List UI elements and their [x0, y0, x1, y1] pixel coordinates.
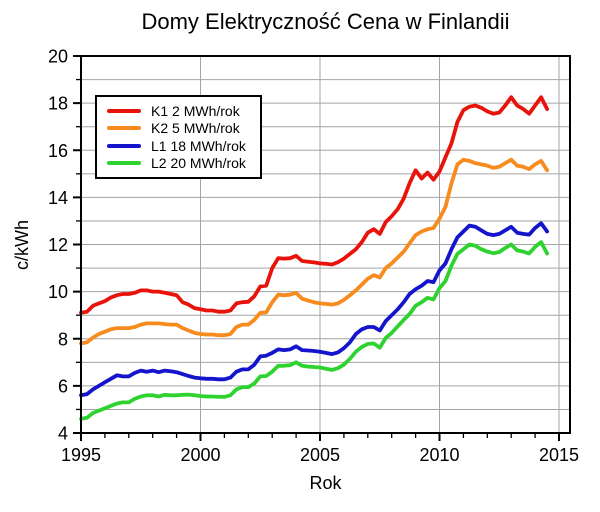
legend-item: L2 20 MWh/rok — [107, 155, 246, 173]
legend-item: K1 2 MWh/rok — [107, 102, 246, 120]
curve-L1 — [79, 221, 549, 398]
y-tick-label: 10 — [48, 282, 68, 302]
legend-label: L1 18 MWh/rok — [151, 137, 246, 154]
y-tick-label: 14 — [48, 188, 68, 208]
legend-line-swatch — [107, 143, 141, 148]
legend-item: K2 5 MWh/rok — [107, 120, 246, 138]
x-axis-label: Rok — [309, 473, 342, 493]
y-tick-label: 4 — [58, 424, 68, 444]
y-tick-label: 8 — [58, 329, 68, 349]
y-tick-label: 18 — [48, 94, 68, 114]
curve-K2 — [79, 157, 549, 346]
y-tick-label: 6 — [58, 376, 68, 396]
curve-L2 — [79, 240, 549, 421]
legend-line-swatch — [107, 161, 141, 166]
legend: K1 2 MWh/rok K2 5 MWh/rok L1 18 MWh/rok L2 … — [95, 95, 262, 179]
y-axis-label: c/kWh — [12, 219, 32, 271]
legend-label: K1 2 MWh/rok — [151, 102, 240, 119]
legend-item: L1 18 MWh/rok — [107, 137, 246, 155]
legend-label: K2 5 MWh/rok — [151, 120, 240, 137]
chart-title: Domy Elektryczność Cena w Finlandii — [141, 9, 510, 34]
x-tick-label: 2005 — [300, 445, 340, 465]
x-tick-label: 2010 — [419, 445, 459, 465]
y-tick-label: 16 — [48, 141, 68, 161]
x-tick-label: 2000 — [180, 445, 220, 465]
x-tick-label: 1995 — [61, 445, 101, 465]
y-tick-label: 12 — [48, 235, 68, 255]
legend-line-swatch — [107, 108, 141, 113]
legend-label: L2 20 MWh/rok — [151, 155, 246, 172]
y-tick-label: 20 — [48, 47, 68, 67]
x-tick-label: 2015 — [539, 445, 579, 465]
legend-line-swatch — [107, 126, 141, 131]
curve-K1 — [79, 95, 549, 315]
